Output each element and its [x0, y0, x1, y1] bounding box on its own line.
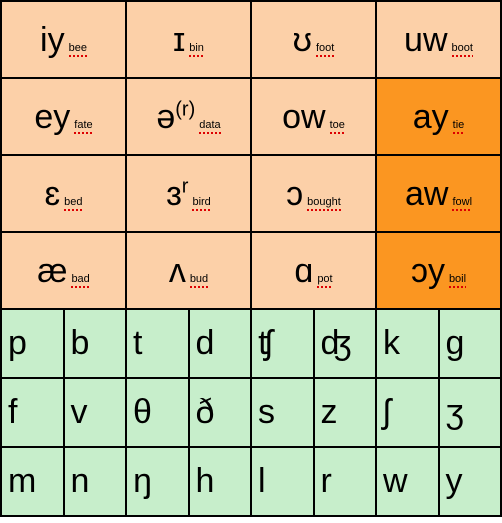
vowel-word: bad: [71, 273, 89, 285]
consonant-cell: ð: [190, 379, 253, 448]
vowel-symbol: ʌ: [169, 254, 186, 288]
consonant-cell: b: [65, 310, 128, 379]
consonant-symbol: g: [446, 324, 465, 363]
consonant-cell: l: [252, 448, 315, 517]
vowel-word: bud: [190, 273, 208, 285]
vowel-cell: ɑpot: [252, 233, 377, 310]
vowel-cell: ɔyboil: [377, 233, 502, 310]
consonant-grid: p b t d ʧ ʤk g f v θ ð s z ʃ ʒ mn ŋ h l r wy: [0, 310, 502, 517]
vowel-symbol: iy: [40, 23, 65, 57]
vowel-cell: uwboot: [377, 2, 502, 79]
consonant-symbol: p: [8, 324, 27, 363]
consonant-cell: ʤ: [315, 310, 378, 379]
consonant-symbol: t: [133, 324, 142, 363]
vowel-symbol: uw: [404, 23, 447, 57]
consonant-cell: θ: [127, 379, 190, 448]
consonant-cell: g: [440, 310, 502, 379]
vowel-word: pot: [317, 273, 332, 285]
consonant-cell: r: [315, 448, 378, 517]
consonant-cell: v: [65, 379, 128, 448]
vowel-cell: ɜrbird: [127, 156, 252, 233]
vowel-symbol: ɔ: [286, 177, 303, 211]
vowel-word: tie: [453, 119, 465, 131]
vowel-cell: awfowl: [377, 156, 502, 233]
consonant-cell: s: [252, 379, 315, 448]
vowel-word: fate: [74, 119, 92, 131]
vowel-symbol: ɔy: [411, 254, 445, 288]
ipa-chart: iybeeɪbinʊfootuwbooteyfateə(r)dataowtoea…: [0, 0, 502, 517]
vowel-symbol: ɪ: [173, 23, 185, 57]
vowel-symbol: ʊ: [293, 23, 312, 57]
consonant-cell: ʧ: [252, 310, 315, 379]
vowel-word: fowl: [452, 196, 472, 208]
consonant-cell: w: [377, 448, 440, 517]
consonant-symbol: ŋ: [133, 462, 152, 501]
vowel-cell: ɪbin: [127, 2, 252, 79]
vowel-cell: ɛbed: [2, 156, 127, 233]
vowel-word: boil: [449, 273, 466, 285]
vowel-cell: eyfate: [2, 79, 127, 156]
vowel-cell: owtoe: [252, 79, 377, 156]
consonant-cell: d: [190, 310, 253, 379]
consonant-symbol: r: [321, 462, 332, 501]
vowel-symbol: ɛ: [45, 177, 61, 211]
vowel-word: boot: [452, 42, 473, 54]
consonant-cell: p: [2, 310, 65, 379]
consonant-symbol: ʧ: [258, 324, 273, 363]
consonant-symbol: m: [8, 462, 36, 501]
consonant-cell: y: [440, 448, 502, 517]
vowel-symbol: ɑ: [294, 254, 313, 288]
vowel-symbol: ow: [282, 100, 325, 134]
consonant-symbol: h: [196, 462, 215, 501]
consonant-symbol: f: [8, 393, 17, 432]
consonant-cell: z: [315, 379, 378, 448]
consonant-symbol: v: [71, 393, 88, 432]
vowel-word: data: [199, 119, 220, 131]
consonant-cell: ŋ: [127, 448, 190, 517]
vowel-symbol: aw: [405, 177, 448, 211]
consonant-symbol: d: [196, 324, 215, 363]
vowel-symbol: ə(r): [156, 100, 195, 134]
consonant-cell: n: [65, 448, 128, 517]
consonant-symbol: k: [383, 324, 400, 363]
vowel-cell: aytie: [377, 79, 502, 156]
consonant-cell: ʃ: [377, 379, 440, 448]
vowel-word: foot: [316, 42, 334, 54]
vowel-symbol: ay: [413, 100, 449, 134]
vowel-cell: ə(r) data: [127, 79, 252, 156]
consonant-symbol: θ: [133, 393, 152, 432]
consonant-cell: h: [190, 448, 253, 517]
consonant-cell: ʒ: [440, 379, 502, 448]
vowel-word: bird: [192, 196, 210, 208]
consonant-symbol: n: [71, 462, 90, 501]
vowel-word: bought: [307, 196, 341, 208]
vowel-cell: ʌbud: [127, 233, 252, 310]
vowel-symbol: æ: [37, 254, 67, 288]
consonant-symbol: z: [321, 393, 338, 432]
consonant-symbol: ʒ: [446, 393, 465, 432]
vowel-symbol: ɜr: [166, 177, 188, 211]
vowel-symbol: ey: [34, 100, 70, 134]
consonant-symbol: ð: [196, 393, 215, 432]
vowel-word: toe: [330, 119, 345, 131]
consonant-symbol: y: [446, 462, 463, 501]
vowel-word: bed: [64, 196, 82, 208]
consonant-symbol: ʤ: [321, 324, 352, 363]
consonant-symbol: ʃ: [383, 393, 391, 432]
vowel-grid: iybeeɪbinʊfootuwbooteyfateə(r)dataowtoea…: [0, 0, 502, 310]
vowel-cell: ʊfoot: [252, 2, 377, 79]
vowel-cell: ɔbought: [252, 156, 377, 233]
consonant-cell: k: [377, 310, 440, 379]
vowel-word: bee: [69, 42, 87, 54]
consonant-symbol: s: [258, 393, 275, 432]
vowel-cell: iybee: [2, 2, 127, 79]
vowel-cell: æbad: [2, 233, 127, 310]
vowel-word: bin: [189, 42, 204, 54]
consonant-symbol: w: [383, 462, 408, 501]
consonant-cell: t: [127, 310, 190, 379]
consonant-symbol: b: [71, 324, 90, 363]
consonant-symbol: l: [258, 462, 266, 501]
consonant-cell: m: [2, 448, 65, 517]
consonant-cell: f: [2, 379, 65, 448]
